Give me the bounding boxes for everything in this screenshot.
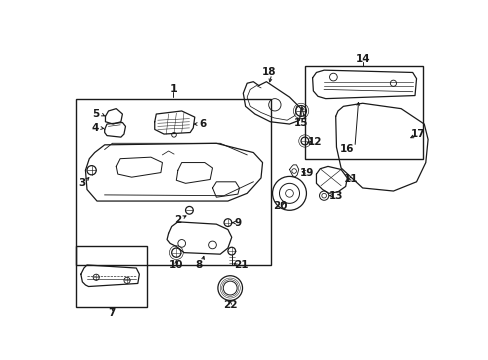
Text: 8: 8 — [195, 260, 203, 270]
Text: 10: 10 — [169, 260, 183, 270]
Text: 20: 20 — [272, 202, 287, 211]
Text: 14: 14 — [355, 54, 369, 64]
Text: 7: 7 — [108, 308, 115, 318]
Text: 17: 17 — [410, 129, 425, 139]
Text: 3: 3 — [79, 178, 86, 188]
Text: 22: 22 — [223, 300, 237, 310]
Text: 4: 4 — [92, 123, 99, 133]
Text: 11: 11 — [343, 174, 358, 184]
Text: 2: 2 — [174, 215, 181, 225]
Bar — [76, 99, 270, 265]
Bar — [305, 66, 422, 159]
Text: 5: 5 — [92, 109, 100, 119]
Text: 21: 21 — [233, 260, 248, 270]
Text: 19: 19 — [300, 167, 314, 177]
Text: 6: 6 — [199, 119, 206, 129]
Text: 15: 15 — [293, 118, 307, 128]
Text: 18: 18 — [261, 67, 275, 77]
Text: 9: 9 — [234, 217, 241, 228]
Text: 13: 13 — [328, 192, 343, 202]
Text: 16: 16 — [339, 144, 354, 154]
Bar — [76, 246, 147, 307]
Text: 1: 1 — [169, 84, 177, 94]
Text: 12: 12 — [307, 137, 322, 147]
